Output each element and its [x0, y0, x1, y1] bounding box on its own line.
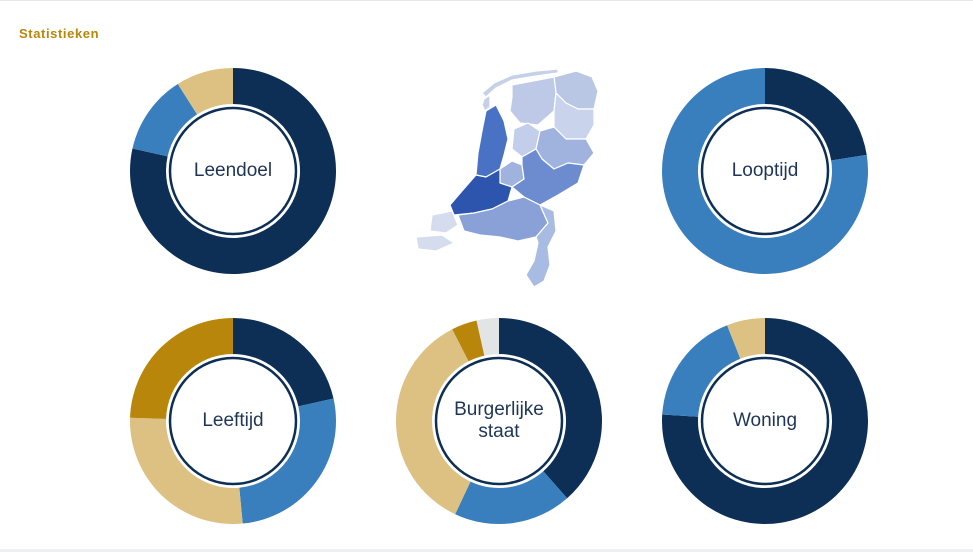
- donut-chart-burgerlijke-staat[interactable]: Burgerlijke staat: [396, 318, 602, 524]
- donut-chart-woning[interactable]: Woning: [662, 318, 868, 524]
- donut-svg: [662, 68, 868, 274]
- donut-center-ring: [168, 106, 298, 236]
- donut-segment-burgerlijke-staat-4[interactable]: [476, 318, 499, 356]
- donut-chart-leendoel[interactable]: Leendoel: [130, 68, 336, 274]
- donut-segment-leendoel-2[interactable]: [177, 68, 233, 115]
- donut-segment-burgerlijke-staat-2[interactable]: [396, 329, 471, 515]
- donut-center-ring: [434, 356, 564, 486]
- donut-segment-burgerlijke-staat-1[interactable]: [455, 471, 568, 524]
- province-friesland: [509, 76, 557, 126]
- province-zeeland: [429, 210, 459, 234]
- donut-segment-leendoel-0[interactable]: [130, 68, 336, 274]
- donut-label-leendoel: Leendoel: [193, 160, 273, 181]
- donut-svg: [396, 318, 602, 524]
- donut-segment-leendoel-1[interactable]: [132, 84, 198, 157]
- donut-chart-leeftijd[interactable]: Leeftijd: [130, 318, 336, 524]
- province-texel: [481, 94, 491, 112]
- donut-svg: [662, 318, 868, 524]
- province-drenthe: [553, 92, 595, 140]
- netherlands-map: [415, 68, 599, 288]
- donut-center-ring: [700, 356, 830, 486]
- donut-segment-leeftijd-3[interactable]: [130, 318, 233, 419]
- donut-segment-woning-2[interactable]: [727, 318, 765, 359]
- province-wadden-islands: [481, 68, 559, 98]
- donut-segment-woning-0[interactable]: [662, 318, 868, 524]
- donut-segment-woning-1[interactable]: [662, 325, 741, 417]
- donut-center-ring: [168, 356, 298, 486]
- donut-label-woning: Woning: [732, 410, 798, 431]
- donut-segment-leeftijd-1[interactable]: [239, 398, 336, 524]
- donut-segment-looptijd-1[interactable]: [662, 68, 868, 274]
- donut-segment-leeftijd-2[interactable]: [130, 417, 243, 524]
- donut-segment-burgerlijke-staat-0[interactable]: [499, 318, 602, 499]
- province-gelderland: [511, 148, 585, 206]
- donut-segment-leeftijd-0[interactable]: [233, 318, 334, 407]
- donut-segment-burgerlijke-staat-3[interactable]: [452, 320, 485, 362]
- province-zeeland-south: [415, 234, 455, 252]
- donut-chart-looptijd[interactable]: Looptijd: [662, 68, 868, 274]
- donut-label-burgerlijke-staat: Burgerlijke staat: [454, 399, 544, 442]
- donut-svg: [130, 318, 336, 524]
- section-title: Statistieken: [19, 26, 100, 41]
- donut-center-ring: [700, 106, 830, 236]
- province-limburg: [525, 204, 557, 288]
- donut-svg: [130, 68, 336, 274]
- donut-segment-looptijd-0[interactable]: [765, 68, 867, 161]
- donut-label-leeftijd: Leeftijd: [202, 410, 264, 431]
- donut-label-looptijd: Looptijd: [731, 160, 799, 181]
